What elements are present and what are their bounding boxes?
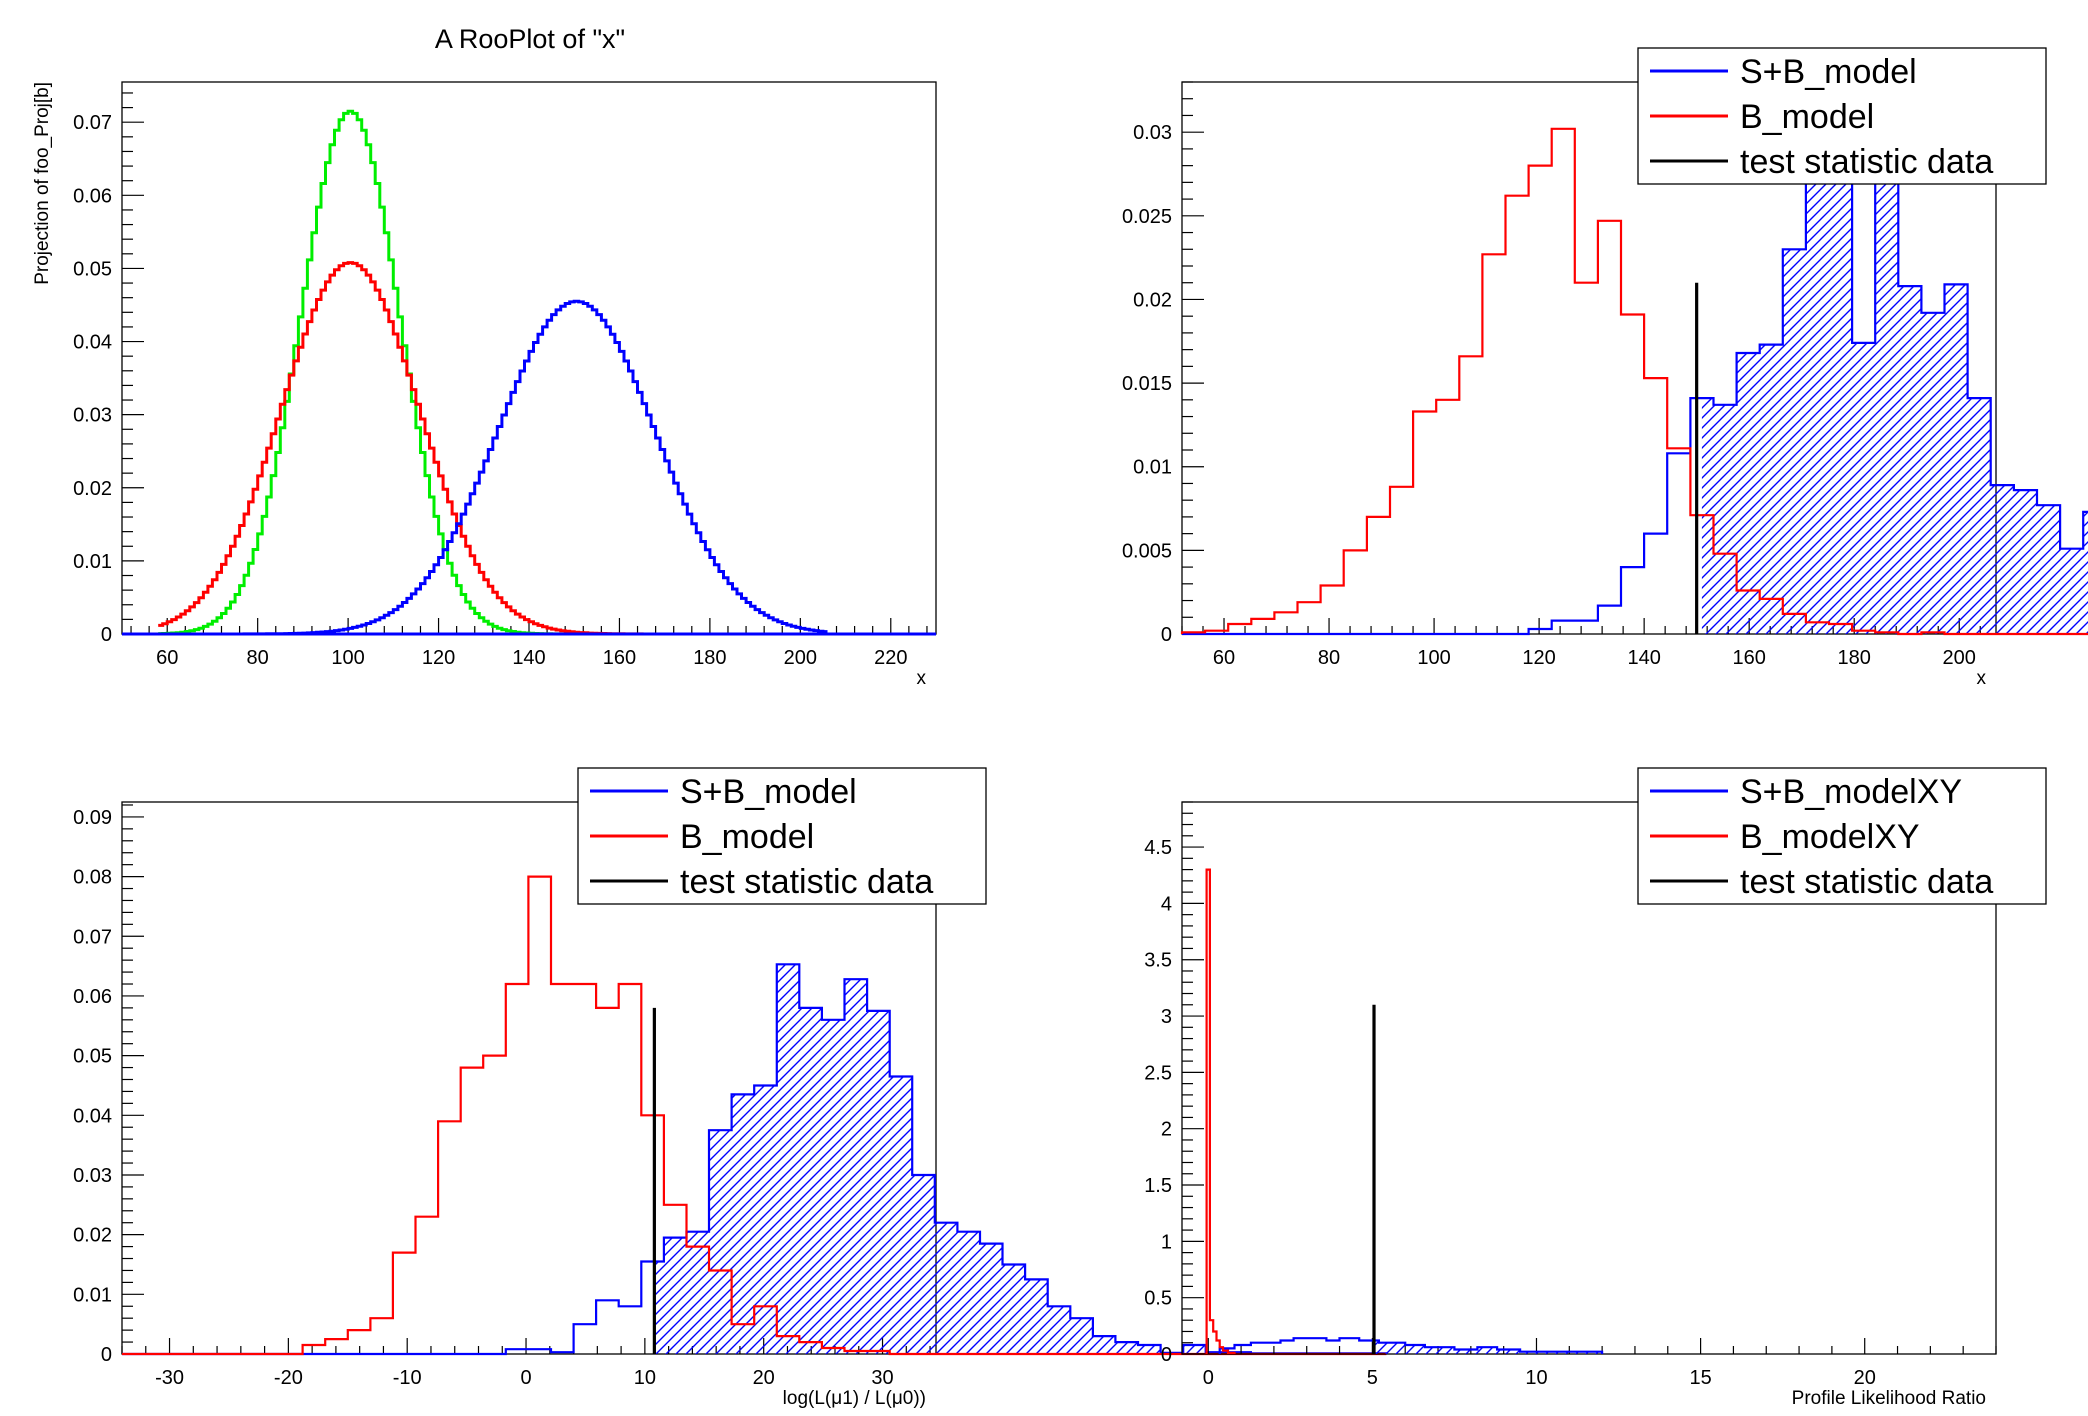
y-tick-label: 0.07 [73, 926, 112, 948]
y-axis-label: Projection of foo_Proj[b] [32, 82, 53, 285]
x-tick-label: 220 [874, 647, 907, 669]
x-tick-label: 120 [422, 647, 455, 669]
x-tick-label: 30 [871, 1367, 893, 1389]
y-tick-label: 1 [1161, 1231, 1172, 1253]
plot-1-title: A RooPlot of "x" [435, 24, 625, 54]
x-tick-label: 180 [693, 647, 726, 669]
legend-label-2: B_model [1740, 98, 1874, 136]
x-tick-label: 20 [1854, 1367, 1876, 1389]
histogram-b-model [1180, 127, 2088, 636]
plot-3: 0 0.01 0.02 0.03 0.04 0.05 0.06 0.07 0.08 0.09 -30… [73, 767, 1388, 1409]
y-tick-label: 0.03 [1133, 122, 1172, 144]
y-tick-label: 3 [1161, 1006, 1172, 1028]
y-tick-label: 0.09 [73, 807, 112, 829]
x-tick-label: -10 [393, 1367, 422, 1389]
x-tick-label: 160 [603, 647, 636, 669]
y-tick-label: 0.02 [1133, 289, 1172, 311]
legend-label-3: test statistic data [680, 863, 933, 901]
x-tick-label: 80 [247, 647, 269, 669]
plot-1: 0 0.01 0.02 0.03 0.04 0.05 0.06 0.07 60 80 100 120 1… [32, 81, 937, 689]
y-tick-label: 0.05 [73, 258, 112, 280]
x-tick-label: -20 [274, 1367, 303, 1389]
y-tick-label: 0 [101, 1344, 112, 1366]
x-axis-label: Profile Likelihood Ratio [1792, 1388, 1986, 1409]
x-tick-label: 180 [1838, 647, 1871, 669]
y-tick-label: 0.015 [1122, 373, 1172, 395]
y-tick-label: 0.04 [73, 332, 112, 354]
legend-label-1: S+B_model [680, 773, 857, 811]
y-tick-label: 0.5 [1144, 1288, 1172, 1310]
y-tick-label: 0.025 [1122, 206, 1172, 228]
x-tick-label: -30 [155, 1367, 184, 1389]
x-tick-label: 10 [634, 1367, 656, 1389]
y-tick-label: 0.06 [73, 185, 112, 207]
curve-series-1 [158, 109, 828, 636]
x-tick-label: 200 [784, 647, 817, 669]
legend-label-1: S+B_modelXY [1740, 773, 1962, 811]
y-tick-label: 0.02 [73, 1225, 112, 1247]
x-tick-label: 140 [512, 647, 545, 669]
y-tick-label: 0.05 [73, 1046, 112, 1068]
y-tick-label: 0.01 [1133, 457, 1172, 479]
x-tick-label: 0 [520, 1367, 531, 1389]
x-tick-label: 100 [1417, 647, 1450, 669]
y-tick-label: 1.5 [1144, 1175, 1172, 1197]
x-tick-label: 10 [1525, 1367, 1547, 1389]
legend-label-3: test statistic data [1740, 863, 1993, 901]
y-tick-label: 2 [1161, 1119, 1172, 1141]
y-tick-label: 0 [1161, 624, 1172, 646]
x-tick-label: 60 [156, 647, 178, 669]
y-tick-label: 4 [1161, 893, 1172, 915]
x-axis-label: log(L(μ1) / L(μ0)) [783, 1388, 926, 1409]
legend-label-3: test statistic data [1740, 143, 1993, 181]
y-tick-label: 0 [1161, 1344, 1172, 1366]
y-tick-label: 0.02 [73, 478, 112, 500]
y-tick-label: 0.01 [73, 1284, 112, 1306]
y-tick-label: 0.01 [73, 551, 112, 573]
histogram-b-modelxy [1205, 868, 1236, 1354]
y-tick-label: 0.07 [73, 112, 112, 134]
y-tick-label: 0.005 [1122, 540, 1172, 562]
y-tick-label: 0 [101, 624, 112, 646]
x-tick-label: 120 [1522, 647, 1555, 669]
x-tick-label: 5 [1367, 1367, 1378, 1389]
legend-label-2: B_modelXY [1740, 818, 1920, 856]
y-tick-label: 0.03 [73, 405, 112, 427]
x-tick-label: 80 [1318, 647, 1340, 669]
x-tick-label: 60 [1213, 647, 1235, 669]
x-tick-label: 20 [753, 1367, 775, 1389]
x-axis-label: x [917, 668, 927, 689]
x-tick-label: 160 [1732, 647, 1765, 669]
y-tick-label: 0.04 [73, 1105, 112, 1127]
legend-label-2: B_model [680, 818, 814, 856]
shaded-tail [1701, 68, 2088, 634]
legend-label-1: S+B_model [1740, 53, 1917, 91]
histogram-s-b-model [122, 963, 1388, 1356]
x-tick-label: 200 [1943, 647, 1976, 669]
histogram-b-model [122, 875, 1387, 1356]
plot-frame [121, 801, 937, 1355]
x-tick-label: 100 [331, 647, 364, 669]
y-tick-label: 2.5 [1144, 1062, 1172, 1084]
shaded-tail [654, 964, 1387, 1354]
y-tick-label: 4.5 [1144, 837, 1172, 859]
x-axis-label: x [1977, 668, 1987, 689]
plot-frame [1181, 81, 1997, 635]
x-tick-label: 0 [1203, 1367, 1214, 1389]
y-tick-label: 0.08 [73, 867, 112, 889]
y-tick-label: 0.06 [73, 986, 112, 1008]
y-tick-label: 3.5 [1144, 950, 1172, 972]
x-tick-label: 140 [1627, 647, 1660, 669]
y-tick-label: 0.03 [73, 1165, 112, 1187]
plot-2: 0 0.005 0.01 0.015 0.02 0.025 0.03 60 80 100 120 14… [1122, 47, 2088, 689]
histogram-s-b-modelxy [1218, 1337, 1604, 1354]
x-tick-label: 15 [1689, 1367, 1711, 1389]
curve-series-3 [158, 299, 828, 636]
